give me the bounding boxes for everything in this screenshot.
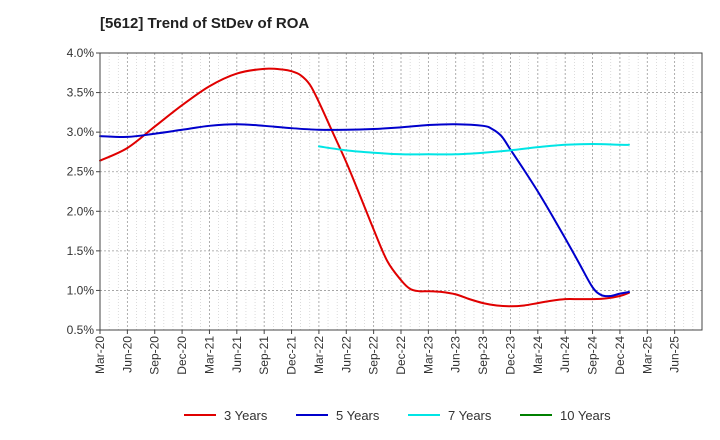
x-axis: Mar-20 Jun-20 Sep-20 Dec-20 Mar-21 Jun-21 Sep-…	[93, 330, 682, 375]
x-tick-label: Mar-21	[202, 336, 216, 374]
legend-label-4: 10 Years	[560, 408, 611, 423]
x-tick-label: Dec-22	[394, 336, 408, 375]
series-line-3	[317, 143, 630, 156]
y-axis: 0.5% 1.0% 1.5% 2.0% 2.5% 3.0% 3.5% 4.0%	[67, 46, 100, 337]
x-tick-label: Dec-23	[503, 336, 517, 375]
y-tick-label: 0.5%	[67, 323, 95, 337]
y-tick-label: 2.0%	[67, 204, 95, 218]
y-tick-label: 4.0%	[67, 46, 95, 60]
y-tick-label: 3.0%	[67, 125, 95, 139]
legend: 3 Years 5 Years 7 Years 10 Years	[184, 408, 611, 423]
x-tick-label: Mar-24	[531, 336, 545, 374]
x-tick-label: Jun-20	[120, 336, 134, 373]
x-tick-label: Mar-20	[93, 336, 107, 374]
x-tick-label: Mar-22	[312, 336, 326, 374]
x-tick-label: Jun-25	[668, 336, 682, 373]
x-tick-label: Dec-24	[613, 336, 627, 375]
x-tick-label: Sep-23	[476, 336, 490, 375]
x-tick-label: Mar-23	[421, 336, 435, 374]
series-line-2	[99, 123, 630, 298]
y-tick-label: 2.5%	[67, 165, 95, 179]
x-tick-label: Mar-25	[640, 336, 654, 374]
x-tick-label: Dec-20	[175, 336, 189, 375]
x-tick-label: Jun-22	[339, 336, 353, 373]
y-tick-label: 1.5%	[67, 244, 95, 258]
x-tick-label: Jun-24	[558, 336, 572, 373]
plot-frame	[99, 52, 703, 331]
legend-label-3: 7 Years	[448, 408, 492, 423]
legend-label-2: 5 Years	[336, 408, 380, 423]
y-tick-label: 1.0%	[67, 283, 95, 297]
x-tick-label: Sep-24	[586, 336, 600, 375]
series-line-1	[99, 67, 630, 308]
x-tick-label: Dec-21	[285, 336, 299, 375]
x-tick-label: Jun-21	[230, 336, 244, 373]
x-tick-label: Sep-21	[257, 336, 271, 375]
x-tick-label: Sep-20	[148, 336, 162, 375]
chart-title: [5612] Trend of StDev of ROA	[100, 15, 309, 32]
x-tick-label: Jun-23	[449, 336, 463, 373]
x-tick-label: Sep-22	[367, 336, 381, 375]
legend-label-1: 3 Years	[224, 408, 268, 423]
y-tick-label: 3.5%	[67, 86, 95, 100]
series-layer	[99, 67, 630, 308]
